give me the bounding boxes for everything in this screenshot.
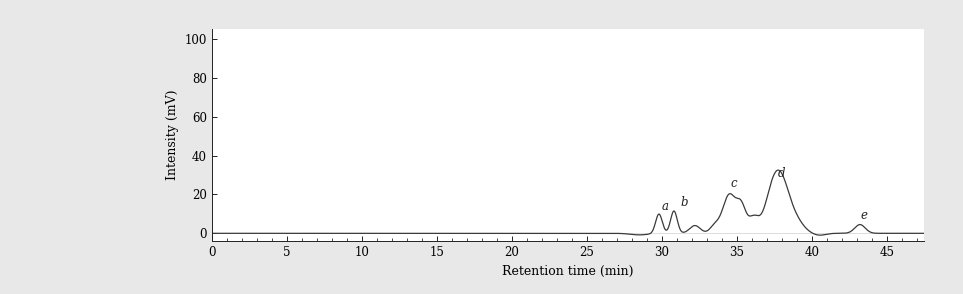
Y-axis label: Intensity (mV): Intensity (mV): [166, 90, 179, 181]
Text: a: a: [662, 200, 668, 213]
Text: e: e: [861, 209, 868, 222]
Text: d: d: [778, 167, 786, 180]
X-axis label: Retention time (min): Retention time (min): [503, 265, 634, 278]
Text: b: b: [681, 196, 689, 209]
Text: c: c: [731, 177, 738, 190]
